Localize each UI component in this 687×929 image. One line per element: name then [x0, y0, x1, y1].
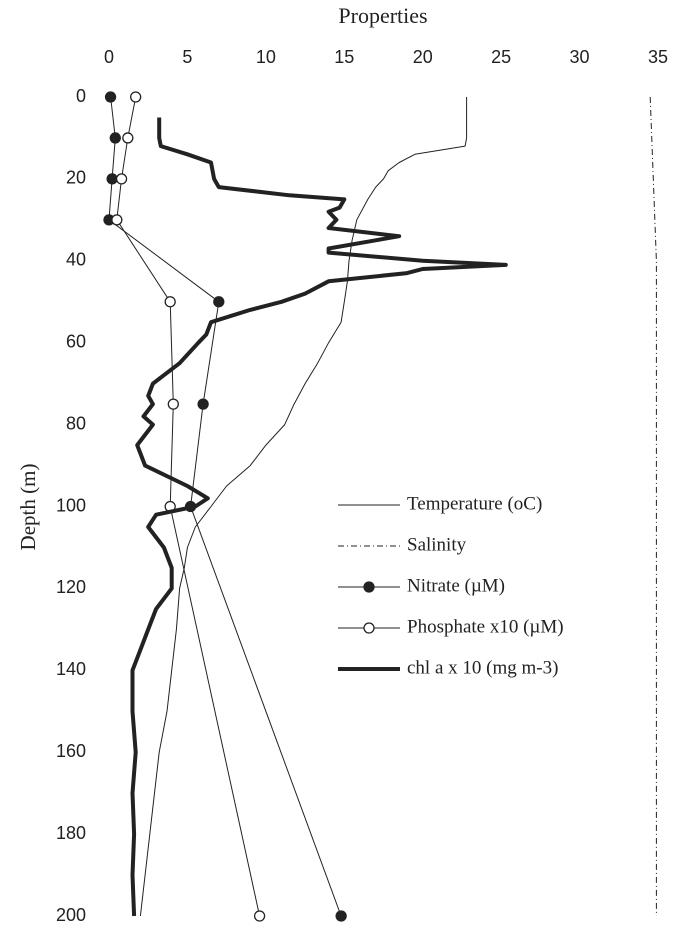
- y-tick-label: 140: [56, 659, 86, 679]
- marker: [335, 910, 347, 922]
- y-axis-label: Depth (m): [16, 464, 40, 551]
- legend-label: Salinity: [407, 534, 467, 555]
- y-tick-label: 200: [56, 905, 86, 925]
- marker: [106, 173, 118, 185]
- marker: [104, 91, 117, 103]
- series-line: [116, 96, 261, 917]
- x-tick-label: 35: [648, 47, 668, 67]
- x-tick-label: 25: [491, 47, 511, 67]
- marker: [164, 296, 176, 308]
- series-line: [649, 96, 657, 916]
- marker: [115, 173, 128, 185]
- marker: [363, 581, 375, 593]
- chart-title: Properties: [338, 3, 427, 28]
- x-tick-label: 15: [334, 47, 354, 67]
- marker: [197, 398, 209, 410]
- series-line: [130, 117, 508, 917]
- y-tick-label: 160: [56, 741, 86, 761]
- y-tick-label: 0: [76, 86, 86, 106]
- y-tick-label: 60: [66, 331, 86, 351]
- legend-label: Nitrate (µM): [407, 575, 505, 596]
- marker: [109, 132, 121, 144]
- marker: [363, 622, 375, 634]
- series-line: [108, 96, 342, 917]
- x-tick-label: 30: [570, 47, 590, 67]
- legend-label: chl a x 10 (mg m-3): [407, 657, 558, 678]
- x-tick-label: 0: [104, 47, 114, 67]
- y-tick-label: 120: [56, 577, 86, 597]
- y-tick-label: 180: [56, 823, 86, 843]
- marker: [213, 296, 225, 308]
- x-tick-label: 20: [413, 47, 433, 67]
- y-tick-label: 40: [66, 250, 86, 270]
- marker: [111, 214, 123, 226]
- y-tick-label: 20: [66, 168, 86, 188]
- marker: [122, 132, 134, 144]
- series-line: [139, 97, 468, 917]
- marker: [167, 398, 179, 410]
- y-tick-label: 100: [56, 495, 86, 515]
- marker: [130, 91, 142, 103]
- y-tick-label: 80: [66, 413, 86, 433]
- x-tick-label: 5: [182, 47, 192, 67]
- x-tick-label: 10: [256, 47, 276, 67]
- marker: [253, 910, 266, 922]
- legend-label: Phosphate x10 (µM): [407, 616, 564, 637]
- legend-label: Temperature (oC): [407, 493, 542, 514]
